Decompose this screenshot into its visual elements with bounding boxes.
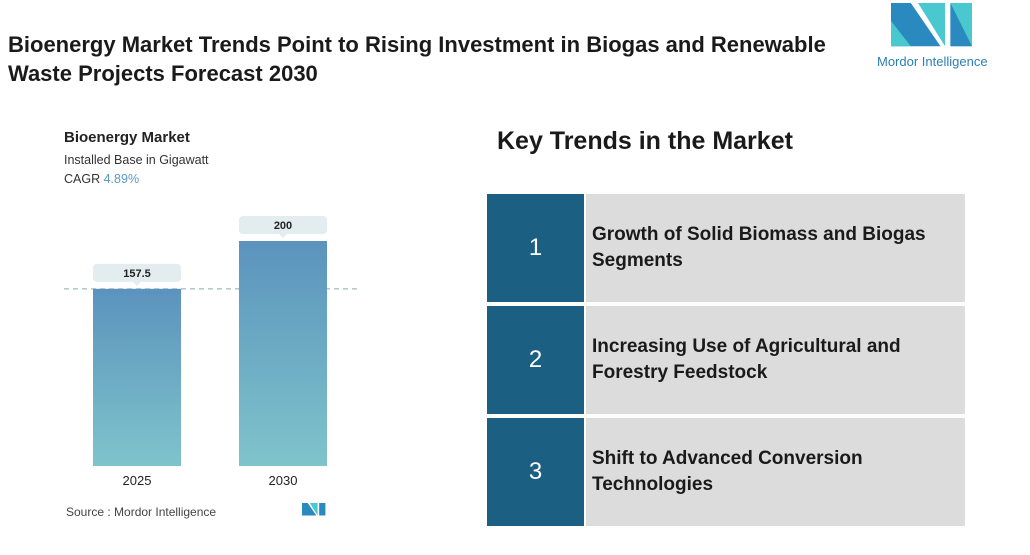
value-label-pointer	[279, 234, 287, 238]
trend-number: 1	[487, 194, 584, 302]
trend-text: Increasing Use of Agricultural and Fores…	[586, 306, 965, 414]
chart-title: Bioenergy Market	[64, 129, 190, 146]
value-label: 157.5	[123, 268, 151, 280]
page-title: Bioenergy Market Trends Point to Rising …	[8, 32, 826, 86]
bar-2025	[93, 288, 181, 466]
trend-number: 3	[487, 418, 584, 526]
cagr-value: 4.89%	[103, 172, 140, 186]
value-label-bg	[93, 263, 181, 282]
trends-heading: Key Trends in the Market	[497, 127, 793, 155]
x-tick-label: 2030	[269, 473, 298, 488]
source-logo-icon	[302, 503, 326, 516]
bar-chart: 157.5 2025 200 2030	[64, 216, 360, 488]
trend-item-3: 3 Shift to Advanced Conversion Technologi…	[487, 418, 965, 526]
trend-text: Growth of Solid Biomass and Biogas Segme…	[586, 194, 965, 302]
cagr: CAGR 4.89%	[64, 172, 139, 186]
mordor-logo-icon	[891, 3, 972, 47]
trend-number: 2	[487, 306, 584, 414]
trend-text: Shift to Advanced Conversion Technologie…	[586, 418, 965, 526]
value-label: 200	[274, 220, 292, 232]
cagr-label: CAGR	[64, 172, 101, 186]
trend-item-2: 2 Increasing Use of Agricultural and Fore…	[487, 306, 965, 414]
trend-item-1: 1 Growth of Solid Biomass and Biogas Segm…	[487, 194, 965, 302]
value-label-bg	[239, 216, 327, 234]
chart-subtitle: Installed Base in Gigawatt	[64, 153, 209, 167]
value-label-pointer	[133, 281, 141, 286]
bar-2030	[239, 241, 327, 466]
logo-text: Mordor Intelligence	[877, 54, 988, 69]
x-tick-label: 2025	[123, 473, 152, 488]
source-text: Source : Mordor Intelligence	[66, 505, 217, 519]
